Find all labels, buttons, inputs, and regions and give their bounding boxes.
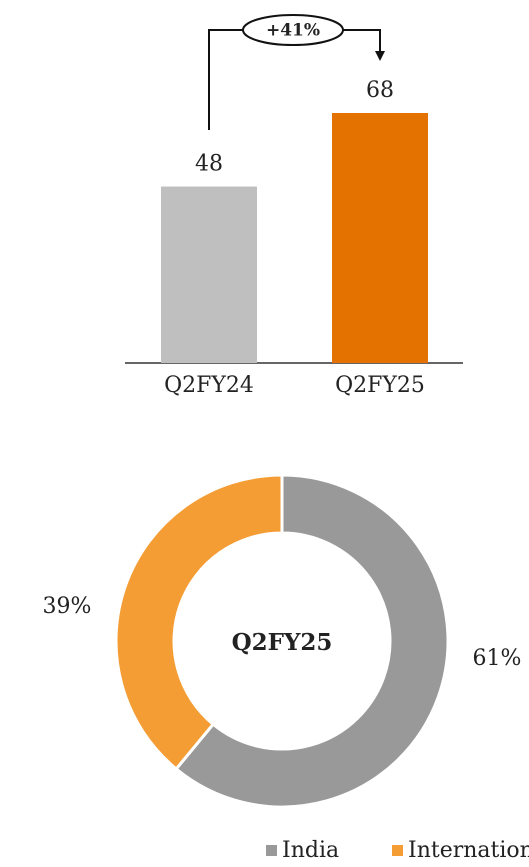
value-label: 68 xyxy=(366,78,394,103)
legend-label: International xyxy=(408,838,529,863)
donut-center-label: Q2FY25 xyxy=(232,629,333,656)
legend-label: India xyxy=(282,838,339,863)
legend-swatch xyxy=(392,845,403,856)
donut-segment xyxy=(114,473,284,772)
bar xyxy=(161,186,257,363)
legend-swatch xyxy=(266,845,277,856)
growth-connector xyxy=(208,29,243,130)
growth-arrow xyxy=(343,29,385,61)
x-tick-label: Q2FY24 xyxy=(164,373,254,398)
data-label: 61% xyxy=(473,646,522,671)
growth-badge xyxy=(242,14,344,46)
growth-label: +41% xyxy=(266,21,320,41)
data-label: 39% xyxy=(43,594,92,619)
value-label: 48 xyxy=(195,152,223,177)
x-tick-label: Q2FY25 xyxy=(335,373,425,398)
donut-segment xyxy=(174,473,450,809)
bar xyxy=(332,113,428,363)
